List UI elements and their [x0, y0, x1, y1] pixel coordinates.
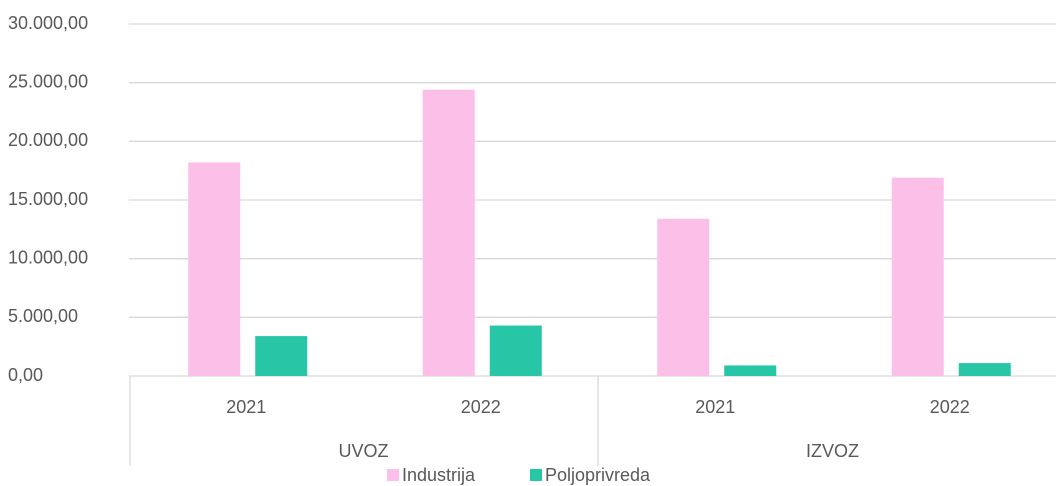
group-label: IZVOZ	[806, 441, 859, 461]
legend-swatch	[387, 469, 399, 481]
group-label: UVOZ	[338, 441, 388, 461]
legend-swatch	[530, 469, 542, 481]
bar	[188, 162, 241, 376]
bar	[958, 363, 1011, 376]
x-tick-label: 2021	[695, 397, 735, 417]
bar	[255, 336, 308, 376]
y-tick-label: 25.000,00	[8, 71, 88, 91]
x-tick-label: 2022	[930, 397, 970, 417]
bar	[657, 218, 710, 376]
y-tick-label: 15.000,00	[8, 189, 88, 209]
bar	[422, 89, 475, 376]
y-tick-label: 20.000,00	[8, 130, 88, 150]
x-tick-label: 2022	[461, 397, 501, 417]
y-tick-label: 0,00	[8, 365, 43, 385]
legend-label: Poljoprivreda	[545, 465, 651, 485]
bar	[891, 177, 944, 376]
bar	[489, 325, 542, 376]
x-tick-label: 2021	[226, 397, 266, 417]
y-tick-label: 10.000,00	[8, 247, 88, 267]
bar	[724, 365, 777, 376]
y-tick-label: 5.000,00	[8, 306, 78, 326]
legend-label: Industrija	[402, 465, 476, 485]
y-tick-label: 30.000,00	[8, 13, 88, 33]
